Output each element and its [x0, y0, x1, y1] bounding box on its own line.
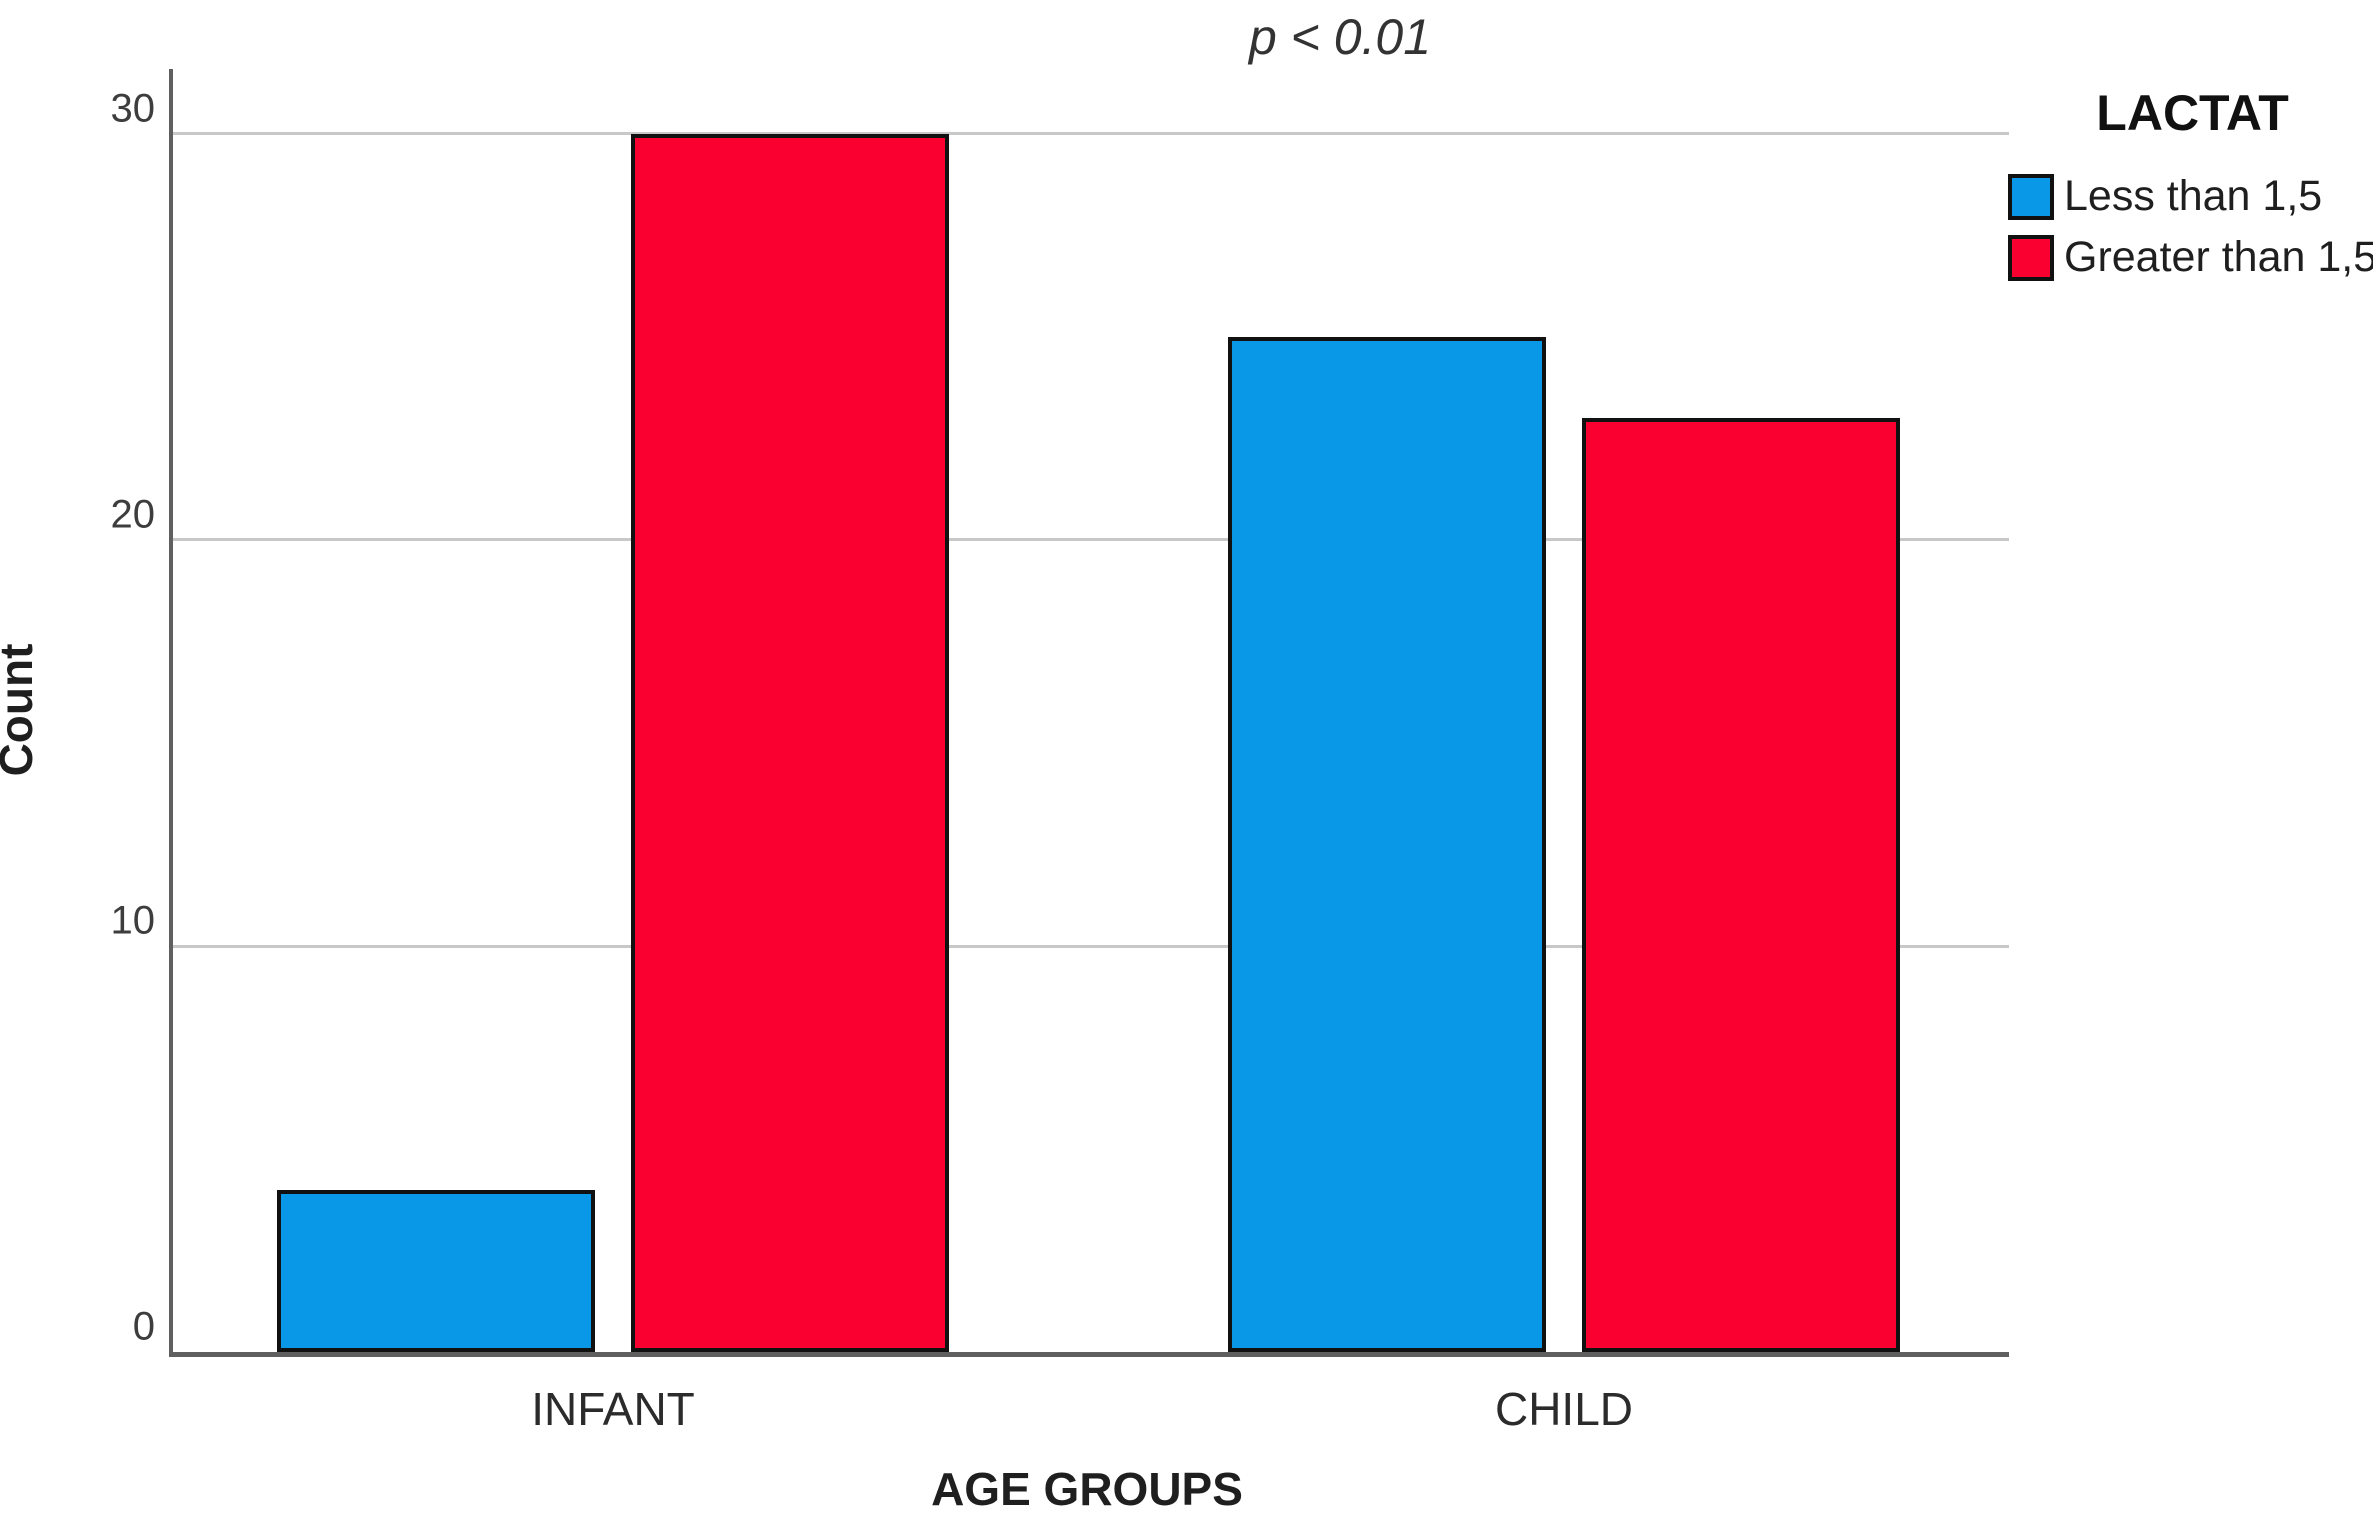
chart-title: p < 0.01	[1248, 9, 1432, 65]
legend-title: LACTAT	[2096, 85, 2289, 141]
legend-items: Less than 1,5 Greater than 1,5	[2008, 172, 2373, 282]
gridline-y-20	[173, 538, 2009, 542]
legend-label-1: Greater than 1,5	[2064, 233, 2373, 281]
x-tick-label-infant: INFANT	[531, 1383, 695, 1435]
legend-label-0: Less than 1,5	[2064, 172, 2323, 220]
x-axis-title: AGE GROUPS	[931, 1463, 1243, 1515]
legend-item-1: Greater than 1,5	[2008, 233, 2373, 282]
y-tick-label-30: 30	[110, 86, 156, 131]
legend-item-0: Less than 1,5	[2008, 172, 2373, 221]
bar-infant-series-1	[631, 133, 949, 1352]
x-tick-label-child: CHILD	[1494, 1383, 1634, 1435]
legend-swatch-icon	[2008, 234, 2054, 281]
y-tick-label-10: 10	[110, 898, 156, 943]
y-tick-label-20: 20	[110, 492, 156, 537]
gridline-y-30	[173, 132, 2009, 136]
legend-swatch-icon	[2008, 173, 2054, 220]
plot-area: 0 10 20 30 INFANT CHILD	[111, 69, 2009, 1435]
bar-infant-series-0	[277, 1189, 595, 1352]
bar-child-series-1	[1582, 418, 1900, 1352]
bar-child-series-0	[1228, 336, 1546, 1352]
legend: LACTAT Less than 1,5 Greater than 1,5	[2008, 84, 2373, 294]
gridline-y-10	[173, 944, 2009, 948]
y-axis-title: Count	[0, 643, 42, 777]
y-tick-label-0: 0	[132, 1304, 155, 1349]
